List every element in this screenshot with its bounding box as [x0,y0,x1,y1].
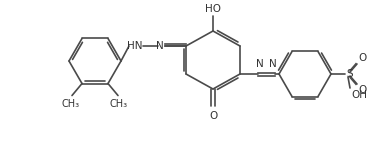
Text: O: O [209,111,217,121]
Text: O: O [358,85,366,95]
Text: S: S [346,69,353,79]
Text: HO: HO [205,4,221,14]
Text: CH₃: CH₃ [110,99,128,108]
Text: OH: OH [351,90,367,100]
Text: N: N [156,41,164,51]
Text: N: N [269,59,277,69]
Text: HN: HN [127,41,143,51]
Text: CH₃: CH₃ [62,99,80,108]
Text: N: N [256,59,264,69]
Text: O: O [358,53,366,63]
